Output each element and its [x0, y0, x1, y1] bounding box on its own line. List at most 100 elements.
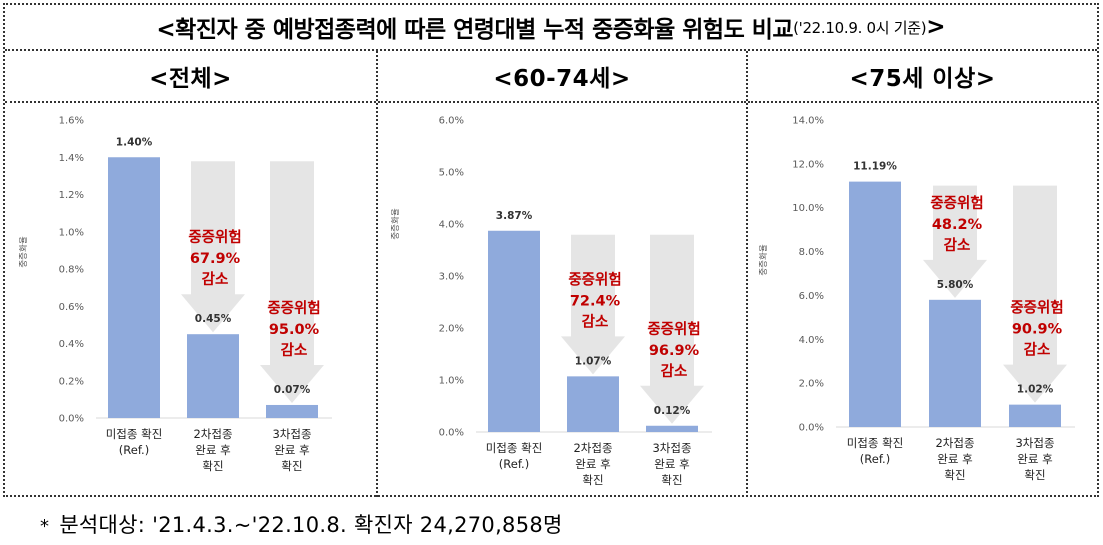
risk-reduction-label: 중증위험	[267, 300, 320, 317]
x-category-label: 2차접종	[573, 441, 612, 455]
y-axis-label: 중증화율	[19, 236, 29, 267]
y-tick-label: 2.0%	[439, 324, 464, 335]
reduction-arrow	[923, 185, 987, 298]
risk-reduction-label: 감소	[944, 236, 971, 254]
y-tick-label: 0.8%	[59, 265, 84, 276]
y-tick-label: 4.0%	[439, 220, 464, 231]
panel-header-75-plus: <75세 이상>	[748, 51, 1097, 103]
chart-panel-total: 0.0% 0.2% 0.4% 0.6% 0.8% 1.0% 1.2% 1.4% 1.6% 중증화율…	[12, 102, 366, 486]
data-label: 11.19%	[853, 161, 897, 173]
chart-panel-60-74: 0.0% 1.0% 2.0% 3.0% 4.0% 5.0% 6.0% 중증화율 3.87% 미접종…	[382, 102, 736, 486]
y-tick-label: 0.6%	[59, 302, 84, 313]
risk-reduction-label: 감소	[582, 312, 609, 330]
x-category-label: 완료 후	[654, 457, 689, 471]
risk-reduction-label: 감소	[1024, 341, 1051, 359]
risk-reduction-label: 감소	[281, 341, 308, 359]
bar	[187, 334, 239, 418]
title-close-bracket: >	[926, 14, 946, 40]
x-category-label: 미접종 확진	[486, 441, 543, 455]
data-label: 1.02%	[1017, 384, 1054, 396]
risk-reduction-label: 감소	[661, 362, 688, 380]
reduction-arrow	[640, 234, 704, 424]
x-category-label: (Ref.)	[119, 443, 149, 457]
x-category-label: 확진	[1024, 468, 1045, 482]
x-category-label: 완료 후	[195, 443, 230, 457]
column-divider	[746, 51, 748, 497]
data-label: 0.12%	[654, 405, 691, 417]
risk-reduction-label: 96.9%	[649, 343, 700, 359]
x-category-label: 확진	[281, 459, 302, 473]
reduction-arrow	[181, 161, 245, 333]
bar	[929, 299, 981, 427]
x-category-label: 완료 후	[575, 457, 610, 471]
bar	[266, 404, 318, 418]
title-main: <확진자 중 예방접종력에 따른 연령대별 누적 중증화율 위험도 비교	[156, 17, 794, 43]
data-label: 0.45%	[195, 313, 232, 325]
x-category-label: 확진	[944, 468, 965, 482]
footnote-marker: *	[40, 516, 50, 537]
x-category-label: 확진	[582, 473, 603, 486]
bar	[646, 425, 698, 432]
y-axis-label: 중증화율	[391, 208, 401, 239]
title-date: ('22.10.9. 0시 기준)	[793, 18, 927, 37]
y-tick-label: 1.2%	[59, 190, 84, 201]
x-category-label: 2차접종	[193, 427, 232, 441]
risk-reduction-label: 90.9%	[1012, 322, 1063, 338]
data-label: 3.87%	[496, 210, 533, 222]
column-divider	[376, 51, 378, 497]
reduction-arrow	[260, 161, 324, 403]
y-tick-label: 1.0%	[439, 376, 464, 387]
panel-header-total: <전체>	[5, 51, 376, 103]
y-tick-label: 14.0%	[792, 116, 824, 127]
x-category-label: 확진	[202, 459, 223, 473]
bar	[849, 181, 901, 427]
data-label: 5.80%	[937, 279, 974, 291]
risk-reduction-label: 중증위험	[568, 271, 621, 288]
x-category-label: 2차접종	[935, 436, 974, 450]
y-tick-label: 0.0%	[799, 423, 824, 434]
y-tick-label: 4.0%	[799, 335, 824, 346]
risk-reduction-label: 95.0%	[269, 322, 320, 338]
bar	[567, 376, 619, 432]
y-tick-label: 0.4%	[59, 339, 84, 350]
data-label: 1.07%	[575, 355, 612, 367]
reduction-arrow	[1003, 185, 1067, 403]
x-category-label: (Ref.)	[499, 457, 529, 471]
figure-frame: <확진자 중 예방접종력에 따른 연령대별 누적 중증화율 위험도 비교 ('2…	[3, 3, 1099, 497]
panel-header-60-74: <60-74세>	[378, 51, 746, 103]
y-tick-label: 1.0%	[59, 227, 84, 238]
reduction-arrow	[561, 234, 625, 375]
risk-reduction-label: 감소	[202, 270, 229, 288]
bar-chart-75-plus: 0.0% 2.0% 4.0% 6.0% 8.0% 10.0% 12.0% 14.0% 중증화율 1…	[759, 116, 1075, 482]
x-category-label: 3차접종	[1015, 436, 1054, 450]
data-label: 1.40%	[116, 136, 153, 148]
y-tick-label: 6.0%	[439, 116, 464, 127]
data-label: 0.07%	[274, 384, 311, 396]
y-tick-label: 0.0%	[59, 414, 84, 425]
x-category-label: (Ref.)	[860, 452, 890, 466]
bar-chart-60-74: 0.0% 1.0% 2.0% 3.0% 4.0% 5.0% 6.0% 중증화율 3.87% 미접종…	[391, 116, 712, 486]
y-tick-label: 0.2%	[59, 376, 84, 387]
risk-reduction-label: 중증위험	[930, 195, 983, 212]
x-category-label: 완료 후	[937, 452, 972, 466]
y-tick-label: 10.0%	[792, 203, 824, 214]
risk-reduction-label: 67.9%	[190, 251, 241, 267]
y-tick-label: 0.0%	[439, 428, 464, 439]
bar-chart-total: 0.0% 0.2% 0.4% 0.6% 0.8% 1.0% 1.2% 1.4% 1.6% 중증화율…	[19, 116, 332, 473]
x-category-label: 3차접종	[652, 441, 691, 455]
y-tick-label: 1.4%	[59, 153, 84, 164]
x-category-label: 완료 후	[274, 443, 309, 457]
x-category-label: 3차접종	[272, 427, 311, 441]
risk-reduction-label: 72.4%	[570, 293, 621, 309]
footnote-text: 분석대상: '21.4.3.~'22.10.8. 확진자 24,270,858명	[59, 513, 563, 537]
y-tick-label: 12.0%	[792, 159, 824, 170]
bar	[1009, 404, 1061, 427]
y-tick-label: 3.0%	[439, 272, 464, 283]
bar	[108, 157, 160, 418]
x-category-label: 미접종 확진	[106, 427, 163, 441]
x-category-label: 완료 후	[1017, 452, 1052, 466]
risk-reduction-label: 48.2%	[932, 217, 983, 233]
figure-title: <확진자 중 예방접종력에 따른 연령대별 누적 중증화율 위험도 비교 ('2…	[5, 5, 1097, 51]
y-tick-label: 6.0%	[799, 291, 824, 302]
risk-reduction-label: 중증위험	[188, 229, 241, 246]
